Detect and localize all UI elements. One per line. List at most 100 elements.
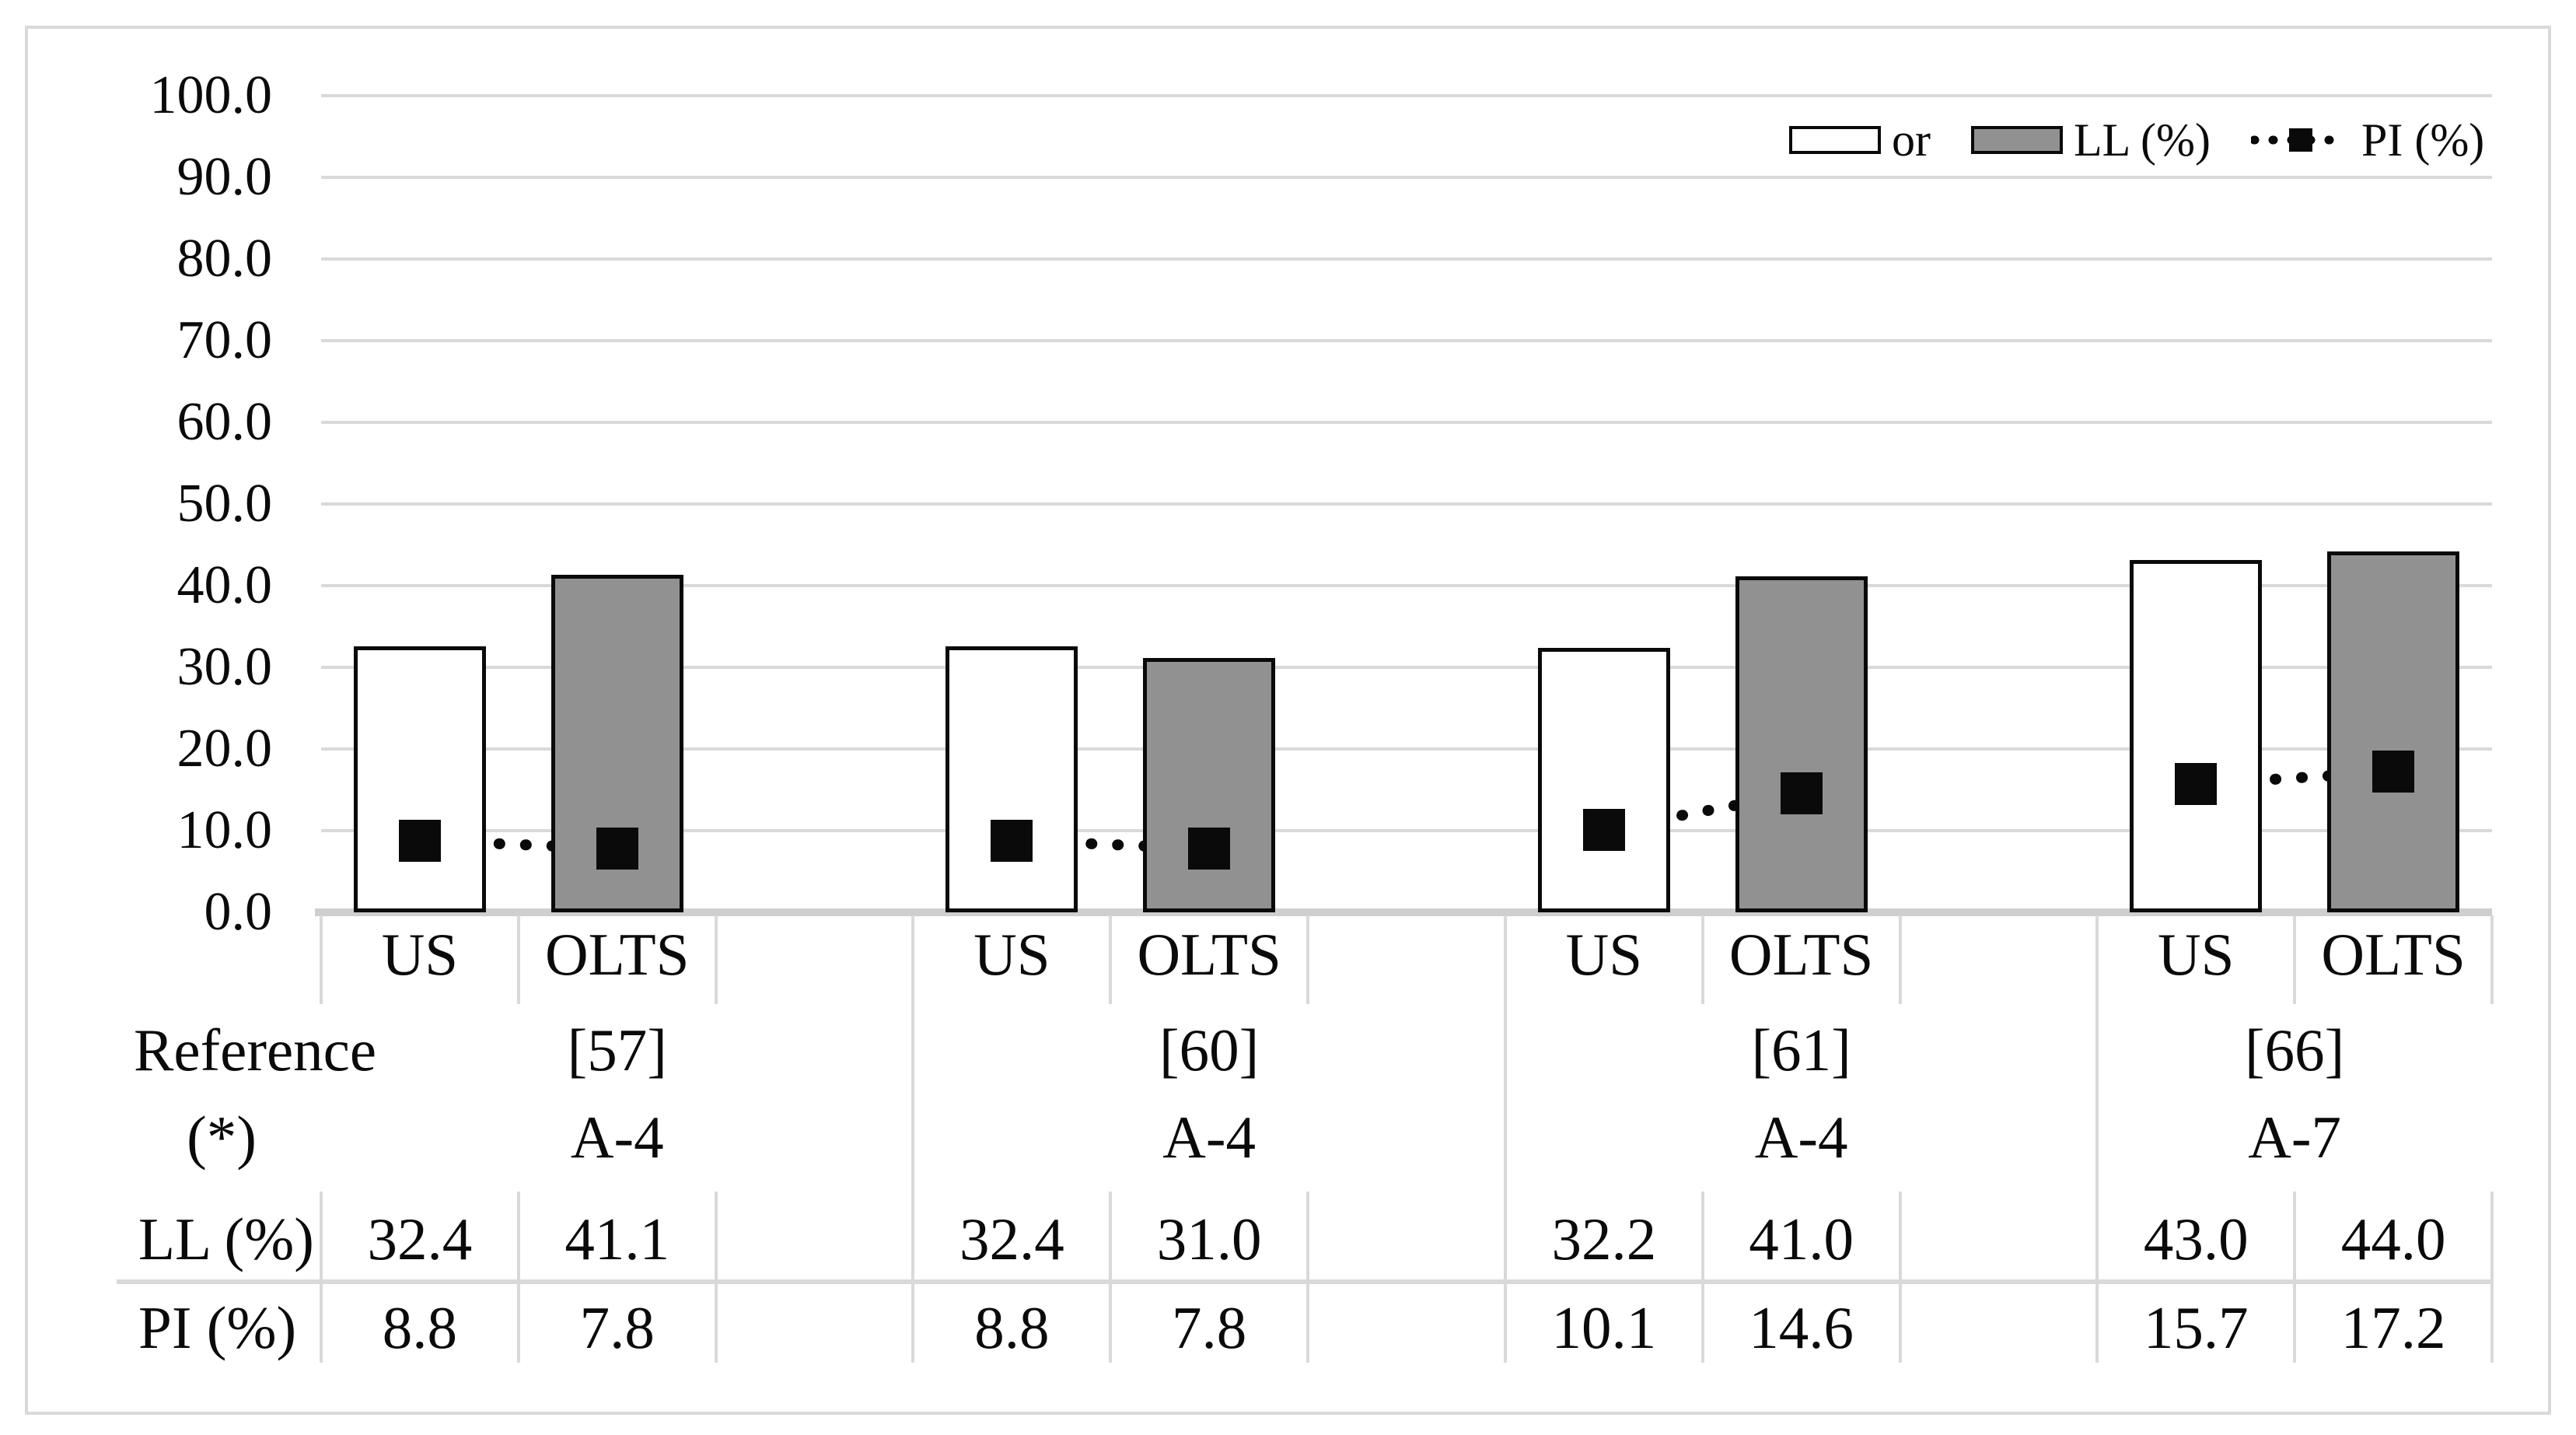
ll-value-us-group-2: 32.4	[959, 1206, 1064, 1272]
pi-marker-olts-group-3	[1780, 772, 1823, 814]
pi-marker-us-group-3	[1582, 808, 1625, 851]
olts-bar-group-2	[1143, 657, 1276, 912]
category-label-olts-group-3: OLTS	[1728, 921, 1874, 988]
y-tick-label: 70.0	[177, 310, 273, 370]
row-label-pi: PI (%)	[138, 1294, 297, 1361]
legend-item-ll: LL (%)	[1970, 114, 2211, 166]
pi-marker-us-group-2	[991, 819, 1033, 862]
value-rows-separator	[1899, 1192, 1902, 1363]
pi-marker-olts-group-2	[1188, 828, 1231, 870]
row-label-ll: LL (%)	[138, 1206, 314, 1272]
value-rows-separator	[715, 1192, 718, 1363]
value-rows-separator	[517, 1192, 520, 1363]
gridline	[321, 421, 2492, 424]
us-bar-group-4	[2130, 559, 2263, 912]
y-tick-label: 100.0	[149, 65, 273, 125]
group-boundary-line	[1504, 915, 1507, 1363]
ll-value-olts-group-3: 41.0	[1749, 1206, 1854, 1272]
pi-value-us-group-1: 8.8	[382, 1294, 458, 1361]
reference-value-group-1: [57]	[567, 1017, 667, 1083]
y-tick-label: 40.0	[177, 555, 273, 615]
pi-marker-olts-group-4	[2372, 751, 2415, 793]
category-label-olts-group-2: OLTS	[1137, 921, 1281, 988]
row-label-soil-class: (*)	[187, 1104, 257, 1171]
y-tick-label: 60.0	[177, 392, 273, 452]
ll-value-olts-group-1: 41.1	[564, 1206, 670, 1272]
pi-value-olts-group-1: 7.8	[579, 1294, 655, 1361]
gridline	[321, 666, 2492, 669]
soil-class-value-group-4: A-7	[2248, 1104, 2342, 1171]
category-row-separator	[517, 915, 520, 1004]
category-row-separator	[715, 915, 718, 1004]
value-rows-separator	[1109, 1192, 1112, 1363]
pi-value-olts-group-3: 14.6	[1749, 1294, 1854, 1361]
soil-class-value-group-3: A-4	[1754, 1104, 1848, 1171]
chart-legend: or LL (%) PI (%)	[1789, 115, 2484, 165]
value-rows-separator	[320, 1192, 323, 1363]
gridline	[321, 94, 2492, 97]
ll-value-olts-group-2: 31.0	[1156, 1206, 1262, 1272]
gridline	[321, 257, 2492, 261]
y-tick-label: 0.0	[204, 882, 273, 942]
value-rows-separator	[1306, 1192, 1309, 1363]
legend-label: LL (%)	[2073, 114, 2211, 166]
reference-value-group-4: [66]	[2245, 1017, 2345, 1083]
y-tick-label: 80.0	[177, 229, 273, 289]
ll-value-us-group-4: 43.0	[2143, 1206, 2249, 1272]
soil-class-value-group-1: A-4	[570, 1104, 664, 1171]
us-bar-group-2	[945, 646, 1078, 912]
legend-label: or	[1892, 114, 1931, 166]
dotted-marker-swatch-icon	[2249, 115, 2352, 165]
legend-label: PI (%)	[2361, 114, 2485, 166]
category-label-us-group-1: US	[381, 921, 459, 988]
category-label-olts-group-4: OLTS	[2321, 921, 2466, 988]
pi-value-olts-group-2: 7.8	[1172, 1294, 1247, 1361]
category-label-olts-group-1: OLTS	[545, 921, 690, 988]
pi-marker-us-group-4	[2175, 763, 2218, 806]
value-rows-separator	[2490, 1192, 2494, 1363]
white-bar-swatch-icon	[1789, 126, 1881, 154]
olts-bar-group-3	[1735, 576, 1868, 912]
gridline	[321, 829, 2492, 832]
category-label-us-group-4: US	[2158, 921, 2235, 988]
pi-value-olts-group-4: 17.2	[2340, 1294, 2446, 1361]
ll-pi-divider-line	[117, 1279, 2492, 1284]
category-label-us-group-3: US	[1565, 921, 1643, 988]
category-row-separator	[1306, 915, 1309, 1004]
group-boundary-line	[2095, 915, 2099, 1363]
value-rows-separator	[2293, 1192, 2296, 1363]
category-row-separator	[2293, 915, 2296, 1004]
category-row-separator	[1701, 915, 1704, 1004]
y-tick-label: 50.0	[177, 474, 273, 534]
ll-value-us-group-1: 32.4	[367, 1206, 473, 1272]
category-row-separator	[1109, 915, 1112, 1004]
pi-value-us-group-4: 15.7	[2143, 1294, 2249, 1361]
group-boundary-line	[911, 915, 914, 1363]
y-tick-label: 10.0	[177, 800, 273, 860]
legend-item-or: or	[1789, 115, 1931, 165]
ll-value-us-group-3: 32.2	[1551, 1206, 1657, 1272]
pi-dotted-line-group-3	[1598, 787, 1807, 835]
pi-marker-olts-group-1	[596, 828, 638, 870]
us-bar-group-1	[353, 646, 486, 912]
y-tick-label: 90.0	[177, 147, 273, 207]
reference-value-group-2: [60]	[1159, 1017, 1260, 1083]
y-tick-label: 20.0	[177, 719, 273, 779]
gridline	[321, 502, 2492, 506]
gridline	[321, 747, 2492, 751]
ll-value-olts-group-4: 44.0	[2340, 1206, 2446, 1272]
pi-marker-us-group-1	[398, 819, 441, 862]
category-label-us-group-2: US	[973, 921, 1050, 988]
legend-item-pi: PI (%)	[2249, 114, 2485, 166]
olts-bar-group-4	[2327, 551, 2460, 912]
gridline	[321, 339, 2492, 342]
category-row-separator	[2490, 915, 2494, 1004]
gray-bar-swatch-icon	[1970, 126, 2063, 154]
category-row-separator	[1899, 915, 1902, 1004]
row-label-reference: Reference	[134, 1017, 377, 1083]
pi-value-us-group-2: 8.8	[974, 1294, 1050, 1361]
pi-value-us-group-3: 10.1	[1551, 1294, 1657, 1361]
soil-class-value-group-2: A-4	[1162, 1104, 1257, 1171]
x-axis-line	[315, 908, 2492, 916]
